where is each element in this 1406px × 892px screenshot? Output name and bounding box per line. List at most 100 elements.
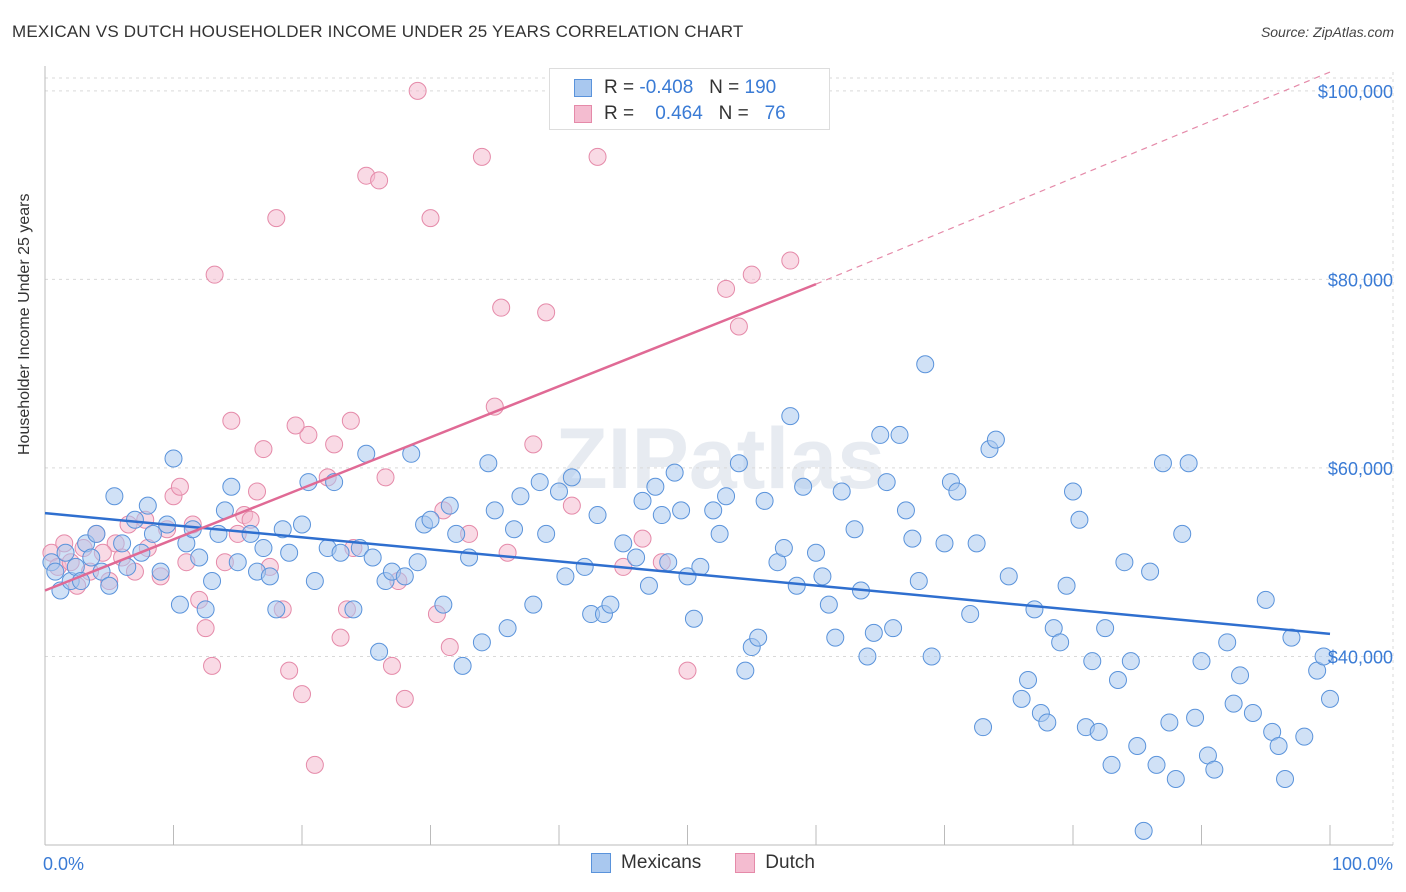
dutch-swatch: [574, 105, 592, 123]
mexicans-point: [652, 506, 671, 525]
mexicans-point: [1147, 755, 1166, 774]
mexicans-point: [87, 524, 106, 543]
mexicans-point: [845, 520, 864, 539]
n-label: N =: [718, 103, 749, 124]
mexicans-point: [614, 534, 633, 553]
mexicans-point: [267, 600, 286, 619]
mexicans-point: [170, 595, 189, 614]
mexicans-point: [774, 539, 793, 558]
mexicans-point: [408, 553, 427, 572]
mexicans-point: [890, 425, 909, 444]
mexicans-point: [1012, 689, 1031, 708]
mexicans-point: [729, 454, 748, 473]
mexicans-point: [922, 647, 941, 666]
mexicans-point: [222, 477, 241, 496]
x-tick-labels: 0.0% 100.0%: [43, 854, 1393, 874]
mexicans-point: [113, 534, 132, 553]
mexicans-point: [1102, 755, 1121, 774]
legend-item-mexicans: Mexicans: [591, 852, 701, 874]
mexicans-point: [704, 501, 723, 520]
correlation-legend: R = -0.408 N = 190 R = 0.464 N = 76: [549, 68, 830, 130]
dutch-point: [376, 468, 395, 487]
mexicans-swatch: [591, 853, 612, 873]
legend-label-dutch: Dutch: [765, 852, 815, 873]
y-tick-labels: $40,000 $60,000 $80,000 $100,000: [1318, 82, 1393, 668]
r-value: -0.408: [639, 77, 694, 98]
dutch-point: [678, 661, 697, 680]
mexicans-point: [877, 473, 896, 492]
dutch-point: [729, 317, 748, 336]
dutch-point: [325, 435, 344, 454]
dutch-point: [331, 628, 350, 647]
mexicans-point: [485, 501, 504, 520]
mexicans-point: [254, 539, 273, 558]
mexicans-points: [42, 355, 1339, 840]
mexicans-point: [974, 718, 993, 737]
dutch-point: [472, 147, 491, 166]
mexicans-point: [82, 548, 101, 567]
mexicans-point: [498, 619, 517, 638]
mexicans-point: [1295, 727, 1314, 746]
mexicans-point: [1121, 652, 1140, 671]
trend-lines: [44, 71, 1331, 636]
mexicans-point: [1160, 713, 1179, 732]
dutch-swatch: [735, 853, 756, 873]
mexicans-point: [1019, 671, 1038, 690]
mexicans-point: [1025, 600, 1044, 619]
mexicans-point: [684, 609, 703, 628]
axes: [44, 66, 1393, 846]
mexicans-point: [665, 463, 684, 482]
dutch-point: [293, 685, 311, 704]
mexicans-point: [190, 548, 209, 567]
dutch-point: [492, 298, 511, 317]
mexicans-point: [639, 576, 658, 595]
dutch-point: [440, 638, 459, 657]
mexicans-point: [421, 510, 440, 529]
mexicans-point: [562, 468, 581, 487]
mexicans-point: [916, 355, 935, 374]
mexicans-point: [273, 520, 292, 539]
mexicans-point: [672, 501, 691, 520]
mexicans-point: [293, 515, 311, 534]
mexicans-point: [105, 487, 124, 506]
source-label: Source: ZipAtlas.com: [1260, 24, 1394, 40]
mexicans-point: [331, 543, 350, 562]
mexicans-point: [807, 543, 825, 562]
mexicans-point: [813, 567, 832, 586]
mexicans-point: [305, 572, 324, 591]
mexicans-point: [1141, 562, 1160, 581]
mexicans-point: [967, 534, 986, 553]
mexicans-point: [1096, 619, 1115, 638]
dutch-point: [421, 209, 440, 228]
dutch-point: [498, 543, 517, 562]
mexicans-point: [1224, 694, 1243, 713]
mexicans-point: [1057, 576, 1076, 595]
chart-title: MEXICAN VS DUTCH HOUSEHOLDER INCOME UNDE…: [12, 22, 744, 41]
mexicans-point: [832, 482, 851, 501]
mexicans-point: [1321, 689, 1339, 708]
dutch-point: [222, 411, 241, 430]
dutch-trend-line: [44, 282, 817, 592]
y-tick-label: $40,000: [1328, 647, 1393, 667]
mexicans-point: [717, 487, 736, 506]
mexicans-point: [884, 619, 903, 638]
mexicans-point: [100, 576, 119, 595]
mexicans-point: [440, 496, 459, 515]
mexicans-point: [505, 520, 524, 539]
legend-item-dutch: Dutch: [735, 852, 815, 874]
dutch-point: [524, 435, 543, 454]
dutch-point: [717, 279, 736, 298]
mexicans-point: [453, 656, 472, 675]
mexicans-point: [46, 562, 65, 581]
r-label: R =: [604, 77, 635, 98]
legend-row-mexicans: R = -0.408 N = 190: [574, 77, 776, 99]
dutch-point: [408, 81, 427, 100]
mexicans-point: [633, 491, 652, 510]
mexicans-point: [1115, 553, 1134, 572]
mexicans-point: [537, 524, 556, 543]
dutch-point: [305, 755, 324, 774]
mexicans-point: [1064, 482, 1082, 501]
mexicans-point: [948, 482, 967, 501]
mexicans-point: [138, 496, 157, 515]
mexicans-point: [370, 642, 389, 661]
